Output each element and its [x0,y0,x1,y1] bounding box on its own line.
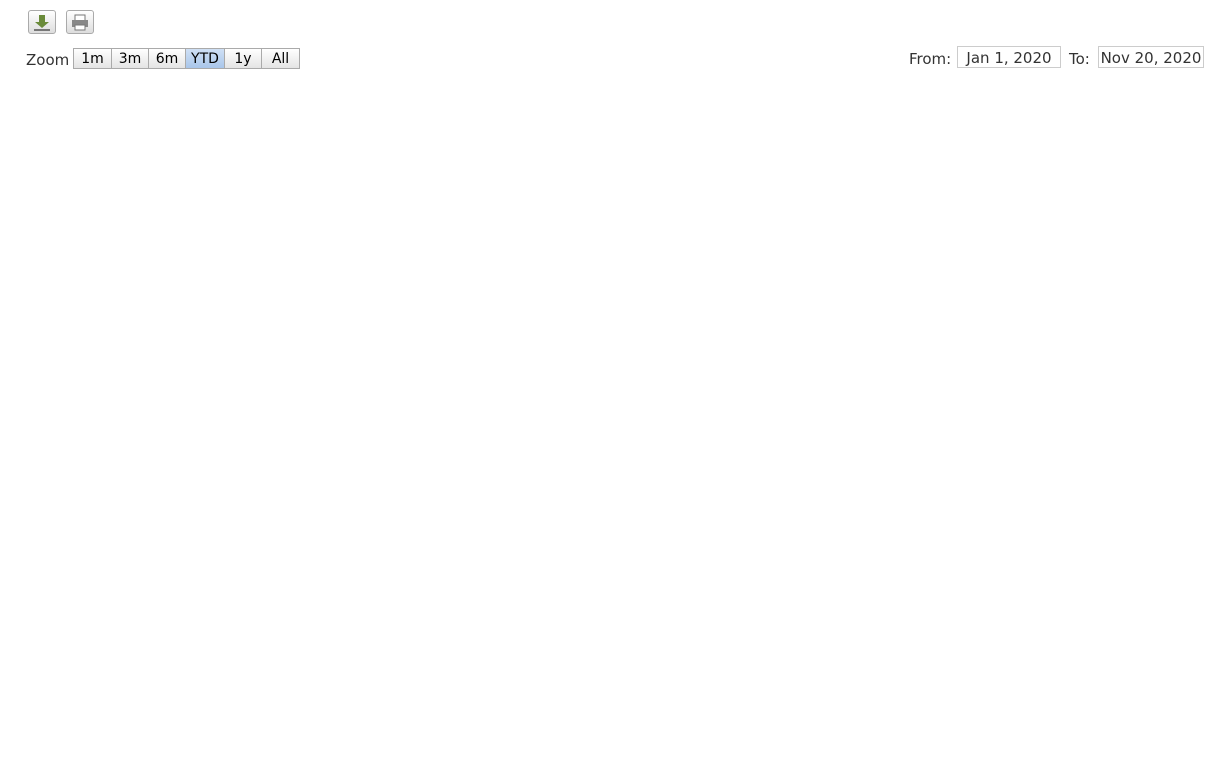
from-label: From: [909,50,952,68]
range-button[interactable]: 6m [148,48,186,69]
range-button[interactable]: 3m [111,48,149,69]
print-button[interactable] [66,10,94,34]
print-icon [72,14,88,31]
download-icon: HPG Stock Price101520253035Price0M25MVol… [34,15,50,31]
to-label: To: [1069,50,1090,68]
from-input[interactable]: Jan 1, 2020 [957,46,1061,68]
zoom-label: Zoom [26,51,70,69]
range-button[interactable]: All [261,48,300,69]
download-button[interactable]: HPG Stock Price101520253035Price0M25MVol… [28,10,56,34]
range-button[interactable]: 1y [224,48,262,69]
range-button[interactable]: 1m [73,48,112,69]
to-input[interactable]: Nov 20, 2020 [1098,46,1204,68]
range-button[interactable]: YTD [185,48,225,69]
